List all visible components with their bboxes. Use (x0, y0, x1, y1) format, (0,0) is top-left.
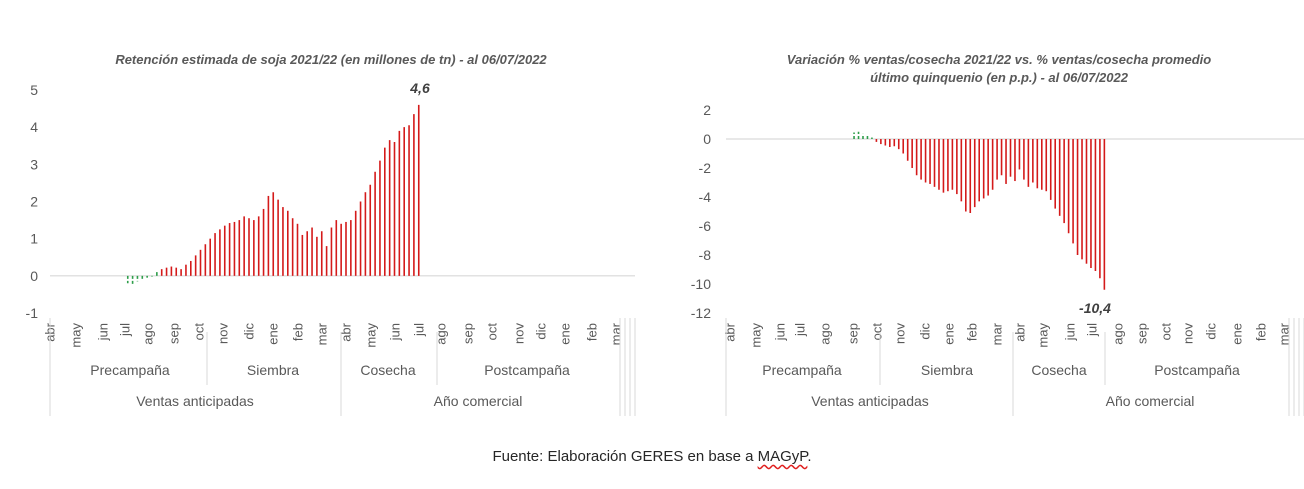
c2-y-tick-label: 0 (703, 131, 711, 147)
c2-title-line: último quinquenio (en p.p.) - al 06/07/2… (870, 70, 1129, 85)
c2-y-tick-label: -10 (691, 276, 711, 292)
c1-title-line: Retención estimada de soja 2021/22 (en m… (115, 52, 547, 67)
c1-y-tick-label: -1 (26, 305, 39, 321)
source-note-agency: MAGyP (757, 448, 808, 465)
c2-stage-label: Precampaña (762, 362, 842, 378)
c1-x-tick-label: nov (512, 323, 527, 344)
c2-x-tick-label: feb (1254, 323, 1269, 341)
c1-period-label: Ventas anticipadas (136, 393, 254, 409)
c2-x-tick-label: may (1036, 323, 1051, 348)
source-note: Fuente: Elaboración GERES en base a MAGy… (0, 448, 1304, 465)
c2-x-tick-label: ago (818, 323, 833, 345)
c2-x-tick-label: dic (1204, 323, 1219, 340)
c2-x-tick-label: jun (773, 323, 788, 341)
c1-x-tick-label: nov (216, 323, 231, 344)
c2-y-tick-label: -8 (699, 247, 712, 263)
c1-period-label: Año comercial (434, 393, 523, 409)
c2-x-tick-label: ago (1111, 323, 1126, 345)
c2-stage-label: Cosecha (1031, 362, 1086, 378)
c1-stage-label: Postcampaña (484, 362, 570, 378)
c1-x-tick-label: sep (461, 323, 476, 344)
c2-bar-value-label: -10,4 (1079, 300, 1111, 316)
c2-y-tick-label: -6 (699, 218, 712, 234)
c2-x-tick-label: ene (942, 323, 957, 345)
c1-stage-label: Cosecha (360, 362, 415, 378)
c2-x-tick-label: abr (723, 322, 738, 341)
c1-x-tick-label: jun (96, 323, 111, 341)
c2-x-tick-label: mar (1277, 322, 1292, 345)
c1-x-tick-label: dic (242, 323, 257, 340)
c2-x-tick-label: feb (965, 323, 980, 341)
c1-x-tick-label: may (364, 323, 379, 348)
c1-stage-label: Precampaña (90, 362, 170, 378)
source-note-prefix: Fuente: Elaboración GERES en base a (492, 448, 758, 465)
c2-x-tick-label: abr (1013, 322, 1028, 341)
c1-y-tick-label: 0 (30, 268, 38, 284)
c1-x-tick-label: feb (291, 323, 306, 341)
c2-period-label: Año comercial (1106, 393, 1195, 409)
c1-x-tick-label: ago (434, 323, 449, 345)
c2-y-tick-label: -4 (699, 189, 712, 205)
c1-y-tick-label: 4 (30, 119, 38, 135)
c1-y-tick-label: 2 (30, 194, 38, 210)
c2-x-tick-label: oct (870, 323, 885, 341)
c1-x-tick-label: ago (141, 323, 156, 345)
c1-x-tick-label: jul (412, 323, 427, 337)
c1-x-tick-label: sep (167, 323, 182, 344)
c1-x-tick-label: oct (485, 323, 500, 341)
c1-x-tick-label: dic (534, 323, 549, 340)
c1-x-tick-label: feb (585, 323, 600, 341)
c1-x-tick-label: mar (609, 322, 624, 345)
c2-x-tick-label: ene (1230, 323, 1245, 345)
c2-x-tick-label: oct (1159, 323, 1174, 341)
c2-x-tick-label: jun (1063, 323, 1078, 341)
c2-x-tick-label: jul (1085, 323, 1100, 337)
source-note-suffix: . (807, 448, 812, 465)
c2-x-tick-label: may (749, 323, 764, 348)
c2-y-tick-label: -12 (691, 305, 711, 321)
c2-stage-label: Siembra (921, 362, 973, 378)
c1-y-tick-label: 3 (30, 156, 38, 172)
c2-x-tick-label: nov (893, 323, 908, 344)
c1-y-tick-label: 1 (30, 231, 38, 247)
c2-title-line: Variación % ventas/cosecha 2021/22 vs. %… (787, 52, 1211, 67)
c1-x-tick-label: ene (558, 323, 573, 345)
c2-x-tick-label: sep (846, 323, 861, 344)
c1-x-tick-label: oct (192, 323, 207, 341)
c1-x-tick-label: ene (266, 323, 281, 345)
c2-y-tick-label: 2 (703, 102, 711, 118)
c2-x-tick-label: mar (990, 322, 1005, 345)
c2-x-tick-label: sep (1135, 323, 1150, 344)
c1-x-tick-label: may (69, 323, 84, 348)
c1-x-tick-label: jul (118, 323, 133, 337)
c2-x-tick-label: jul (793, 323, 808, 337)
c1-stage-label: Siembra (247, 362, 299, 378)
c2-y-tick-label: -2 (699, 160, 712, 176)
c1-bar-value-label: 4,6 (409, 80, 430, 96)
c2-stage-label: Postcampaña (1154, 362, 1240, 378)
c1-y-tick-label: 5 (30, 82, 38, 98)
c1-x-tick-label: jun (388, 323, 403, 341)
c2-period-label: Ventas anticipadas (811, 393, 929, 409)
c2-x-tick-label: dic (918, 323, 933, 340)
c1-x-tick-label: abr (339, 322, 354, 341)
c1-x-tick-label: mar (315, 322, 330, 345)
charts-canvas: Retención estimada de soja 2021/22 (en m… (26, 52, 1304, 416)
c2-x-tick-label: nov (1181, 323, 1196, 344)
